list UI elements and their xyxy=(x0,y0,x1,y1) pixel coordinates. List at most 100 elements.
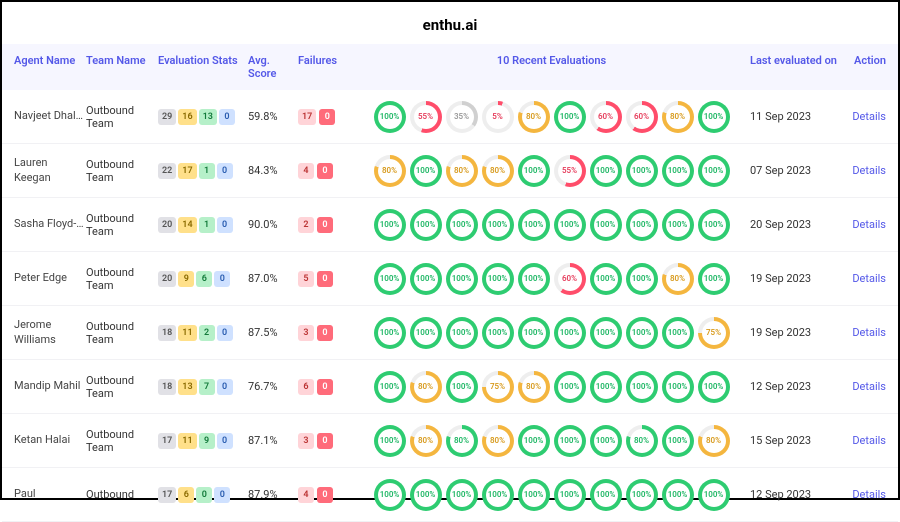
eval-ring[interactable]: 80% xyxy=(662,101,694,133)
eval-ring[interactable]: 100% xyxy=(554,101,586,133)
col-team[interactable]: Team Name xyxy=(86,54,158,80)
eval-ring[interactable]: 100% xyxy=(482,209,514,241)
eval-ring[interactable]: 100% xyxy=(482,317,514,349)
eval-ring[interactable]: 100% xyxy=(698,371,730,403)
eval-ring[interactable]: 100% xyxy=(626,317,658,349)
details-link[interactable]: Details xyxy=(852,218,886,231)
eval-ring[interactable]: 5% xyxy=(482,101,514,133)
eval-ring[interactable]: 100% xyxy=(590,263,622,295)
eval-ring[interactable]: 100% xyxy=(518,479,550,511)
details-link[interactable]: Details xyxy=(852,326,886,339)
eval-ring[interactable]: 100% xyxy=(662,371,694,403)
eval-ring[interactable]: 100% xyxy=(446,263,478,295)
eval-ring[interactable]: 100% xyxy=(626,155,658,187)
eval-ring[interactable]: 100% xyxy=(554,209,586,241)
eval-ring[interactable]: 80% xyxy=(482,155,514,187)
eval-ring[interactable]: 100% xyxy=(662,155,694,187)
eval-ring[interactable]: 100% xyxy=(554,479,586,511)
col-stats[interactable]: Evaluation Stats xyxy=(158,54,248,80)
eval-ring[interactable]: 100% xyxy=(518,155,550,187)
eval-ring[interactable]: 100% xyxy=(446,371,478,403)
details-link[interactable]: Details xyxy=(852,380,886,393)
eval-ring[interactable]: 60% xyxy=(590,101,622,133)
eval-ring[interactable]: 100% xyxy=(518,209,550,241)
eval-ring[interactable]: 100% xyxy=(374,425,406,457)
eval-ring-label: 100% xyxy=(596,490,616,499)
eval-ring[interactable]: 100% xyxy=(518,425,550,457)
details-link[interactable]: Details xyxy=(852,434,886,447)
eval-ring[interactable]: 80% xyxy=(518,101,550,133)
eval-ring[interactable]: 100% xyxy=(374,209,406,241)
eval-ring[interactable]: 80% xyxy=(698,425,730,457)
eval-ring[interactable]: 100% xyxy=(590,317,622,349)
eval-ring[interactable]: 100% xyxy=(446,209,478,241)
details-link[interactable]: Details xyxy=(852,488,886,501)
eval-ring[interactable]: 80% xyxy=(626,425,658,457)
eval-ring[interactable]: 100% xyxy=(410,317,442,349)
eval-ring[interactable]: 100% xyxy=(374,101,406,133)
eval-ring[interactable]: 80% xyxy=(482,425,514,457)
eval-ring[interactable]: 100% xyxy=(554,371,586,403)
details-link[interactable]: Details xyxy=(852,110,886,123)
eval-ring[interactable]: 100% xyxy=(662,425,694,457)
eval-ring[interactable]: 100% xyxy=(554,317,586,349)
eval-ring[interactable]: 100% xyxy=(698,479,730,511)
avg-score: 87.5% xyxy=(248,326,298,339)
col-recent[interactable]: 10 Recent Evaluations xyxy=(353,54,750,80)
eval-ring[interactable]: 80% xyxy=(410,425,442,457)
col-date[interactable]: Last evaluated on xyxy=(750,54,838,80)
eval-ring[interactable]: 75% xyxy=(698,317,730,349)
eval-ring[interactable]: 100% xyxy=(410,155,442,187)
eval-ring[interactable]: 100% xyxy=(626,263,658,295)
eval-ring[interactable]: 100% xyxy=(698,101,730,133)
eval-ring[interactable]: 100% xyxy=(482,479,514,511)
col-agent[interactable]: Agent Name xyxy=(14,54,86,80)
eval-ring[interactable]: 100% xyxy=(662,479,694,511)
eval-ring[interactable]: 100% xyxy=(698,263,730,295)
eval-ring[interactable]: 100% xyxy=(518,317,550,349)
eval-ring[interactable]: 55% xyxy=(410,101,442,133)
eval-ring[interactable]: 100% xyxy=(518,263,550,295)
eval-ring[interactable]: 80% xyxy=(518,371,550,403)
details-link[interactable]: Details xyxy=(852,272,886,285)
eval-ring[interactable]: 100% xyxy=(410,209,442,241)
eval-ring[interactable]: 100% xyxy=(662,317,694,349)
eval-ring[interactable]: 55% xyxy=(554,155,586,187)
eval-ring[interactable]: 80% xyxy=(410,371,442,403)
eval-ring[interactable]: 100% xyxy=(410,263,442,295)
col-action[interactable]: Action xyxy=(838,54,886,80)
col-avg[interactable]: Avg. Score xyxy=(248,54,298,80)
eval-ring[interactable]: 100% xyxy=(626,479,658,511)
eval-ring[interactable]: 60% xyxy=(554,263,586,295)
col-fail[interactable]: Failures xyxy=(298,54,353,80)
eval-ring[interactable]: 100% xyxy=(698,155,730,187)
eval-ring[interactable]: 100% xyxy=(590,209,622,241)
eval-ring[interactable]: 100% xyxy=(626,371,658,403)
eval-ring[interactable]: 35% xyxy=(446,101,478,133)
eval-ring[interactable]: 60% xyxy=(626,101,658,133)
eval-ring[interactable]: 100% xyxy=(626,209,658,241)
eval-ring[interactable]: 80% xyxy=(446,425,478,457)
eval-ring[interactable]: 100% xyxy=(482,263,514,295)
eval-ring[interactable]: 100% xyxy=(410,479,442,511)
fail-pill: 4 xyxy=(298,487,314,503)
eval-ring[interactable]: 100% xyxy=(590,479,622,511)
eval-ring[interactable]: 100% xyxy=(446,479,478,511)
eval-ring[interactable]: 100% xyxy=(590,371,622,403)
eval-ring[interactable]: 100% xyxy=(662,209,694,241)
eval-ring[interactable]: 100% xyxy=(374,317,406,349)
eval-ring[interactable]: 100% xyxy=(374,263,406,295)
eval-ring[interactable]: 100% xyxy=(590,425,622,457)
eval-ring[interactable]: 80% xyxy=(662,263,694,295)
eval-ring[interactable]: 100% xyxy=(374,479,406,511)
eval-ring[interactable]: 80% xyxy=(374,155,406,187)
eval-ring[interactable]: 100% xyxy=(590,155,622,187)
eval-ring[interactable]: 75% xyxy=(482,371,514,403)
eval-ring[interactable]: 80% xyxy=(446,155,478,187)
eval-ring[interactable]: 100% xyxy=(554,425,586,457)
eval-ring[interactable]: 100% xyxy=(446,317,478,349)
details-link[interactable]: Details xyxy=(852,164,886,177)
eval-ring[interactable]: 100% xyxy=(374,371,406,403)
eval-ring-label: 100% xyxy=(452,328,472,337)
eval-ring[interactable]: 100% xyxy=(698,209,730,241)
